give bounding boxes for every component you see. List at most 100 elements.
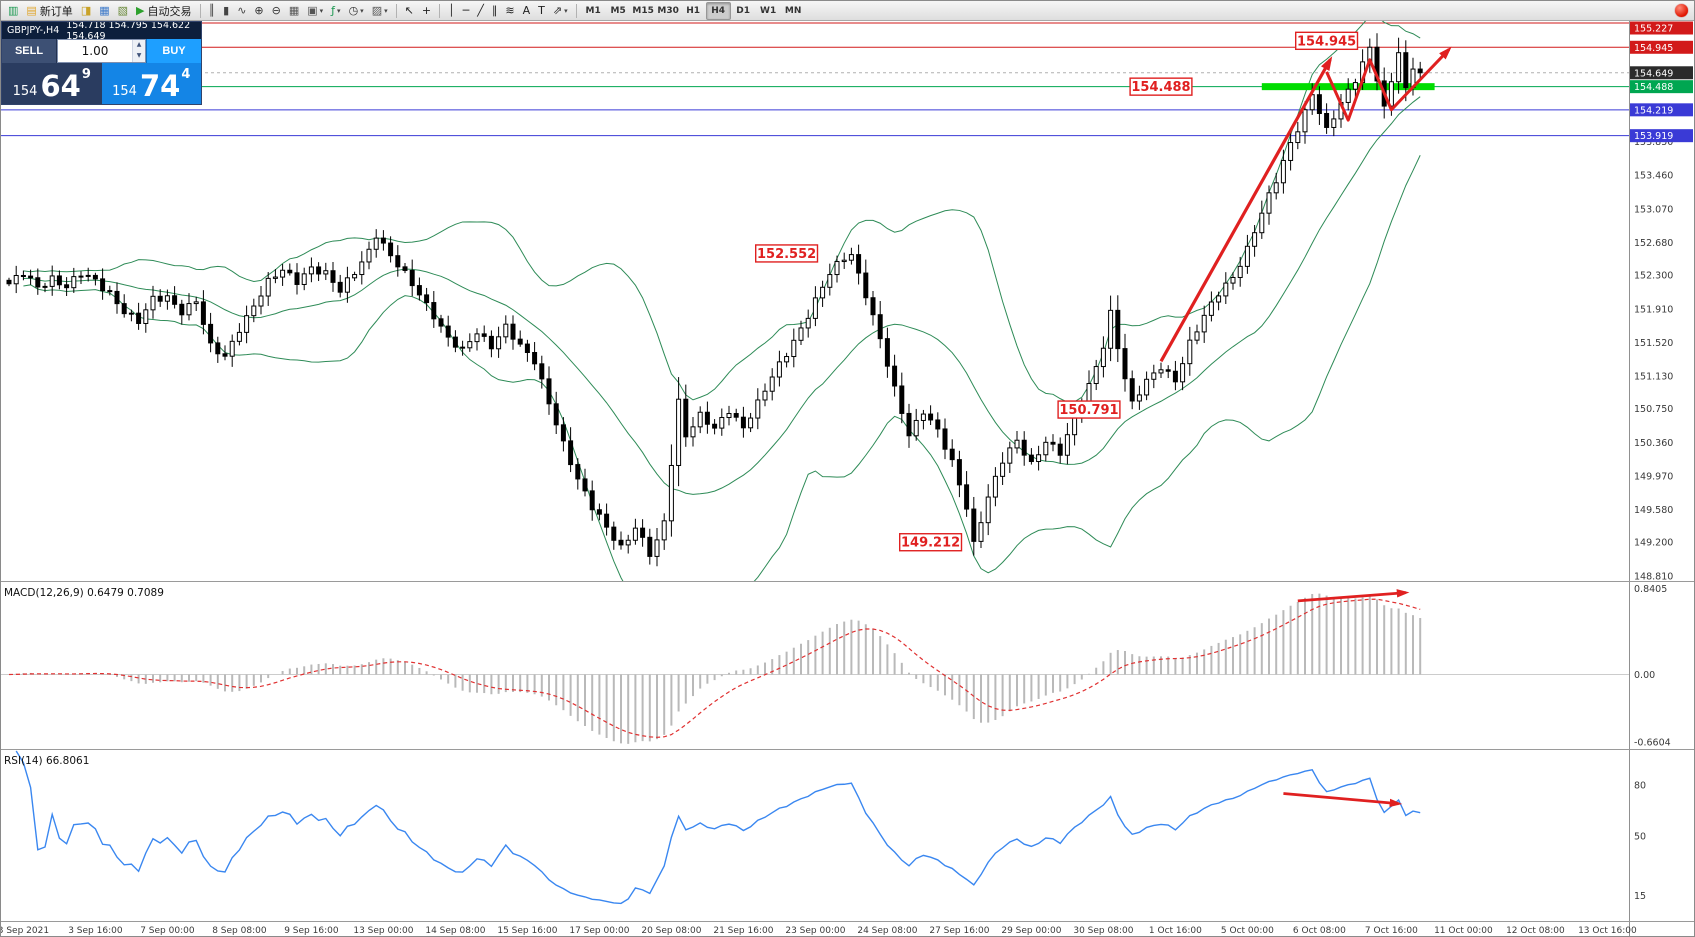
current-bid-price-box <box>1630 66 1693 80</box>
macd-trend-arrow[interactable] <box>1297 589 1410 603</box>
auto-arrange-button[interactable]: ▣ ▾ <box>303 1 327 20</box>
current-bid-price: 154.649 <box>1634 68 1673 79</box>
timeframe-toolbar: M1 M5 M15 M30 H1 H4 D1 W1 MN <box>581 1 806 20</box>
price-callout[interactable]: 149.212 <box>899 533 963 552</box>
time-axis-label: 17 Sep 00:00 <box>569 926 629 936</box>
periods-button[interactable]: ◷ ▾ <box>345 1 368 20</box>
auto-arrange-icon: ▣ <box>307 4 318 17</box>
price-tick-label: 153.460 <box>1634 171 1673 182</box>
toolbar: ▥ ▤ 新订单 ◨ ▦ ▧ ▶ 自动交易 ║ ▮ ∿ ⊕ ⊖ ▦ ▣ ▾ ƒ ▾ ◷ ▾ ▨ ▾ ↖ + │ ─ ╱ ∥ ≋ A T ⇗ ▾ M… <box>1 1 1694 21</box>
lot-decrease-button[interactable]: ▼ <box>133 51 145 62</box>
price-callout[interactable]: 150.791 <box>1057 400 1121 419</box>
rsi-line <box>15 750 1421 905</box>
rsi-scale-label: 80 <box>1634 781 1646 792</box>
zigzag-projection-arrow[interactable] <box>1325 46 1452 122</box>
channel-tool-button[interactable]: ∥ <box>488 1 502 20</box>
support-line-price-box <box>1630 80 1693 94</box>
indicators-button[interactable]: ƒ ▾ <box>327 1 344 20</box>
bar-chart-button[interactable]: ║ <box>205 1 220 20</box>
fibonacci-tool-button[interactable]: ≋ <box>501 1 518 20</box>
candlestick-chart-icon: ▮ <box>223 4 230 17</box>
rsi-trend-arrow[interactable] <box>1283 792 1403 808</box>
sell-price-point: 9 <box>81 67 91 82</box>
price-tick-label: 152.680 <box>1634 238 1673 249</box>
rsi-panel-plot[interactable] <box>1 751 1629 921</box>
line-chart-button[interactable]: ∿ <box>233 1 250 20</box>
support-line-price: 153.919 <box>1634 131 1673 142</box>
zoom-out-button[interactable]: ⊖ <box>268 1 285 20</box>
macd-label: MACD(12,26,9) 0.6479 0.7089 <box>4 587 164 599</box>
timeframe-h4-button[interactable]: H4 <box>705 1 731 20</box>
dropdown-caret-icon: ▾ <box>384 6 388 15</box>
bollinger-middle-band <box>23 96 1421 495</box>
time-axis-label: 11 Oct 00:00 <box>1434 926 1493 936</box>
lot-size-input[interactable] <box>58 40 132 62</box>
crosshair-tool-icon: + <box>421 4 432 17</box>
text-tool-button[interactable]: A <box>519 1 535 20</box>
templates-button[interactable]: ▨ ▾ <box>368 1 392 20</box>
zoom-out-icon: ⊖ <box>271 4 281 17</box>
price-scale[interactable] <box>1629 21 1695 937</box>
data-window-button[interactable]: ▧ <box>114 1 132 20</box>
price-callout[interactable]: 154.488 <box>1129 77 1193 96</box>
sell-price-pips: 64 <box>40 69 81 103</box>
toolbar-separator <box>439 3 441 18</box>
timeframe-m5-button[interactable]: M5 <box>610 5 626 16</box>
rsi-scale-label: 15 <box>1634 891 1646 902</box>
new-chart-button[interactable]: ▥ <box>4 1 22 20</box>
new-order-icon: ▤ <box>26 4 37 17</box>
lot-increase-button[interactable]: ▲ <box>133 40 145 51</box>
sell-button[interactable]: SELL <box>2 39 57 63</box>
uptrend-arrow[interactable] <box>1159 56 1333 363</box>
time-axis-label: 7 Sep 00:00 <box>140 926 195 936</box>
chart-profiles-button[interactable]: ◨ <box>77 1 95 20</box>
market-watch-button[interactable]: ▦ <box>95 1 113 20</box>
timeframe-m15-button[interactable]: M15 <box>632 5 654 16</box>
buy-button[interactable]: BUY <box>146 39 201 63</box>
candlestick-chart-button[interactable]: ▮ <box>219 1 233 20</box>
indicators-icon: ƒ <box>331 4 336 17</box>
price-tick-label: 151.130 <box>1634 371 1673 382</box>
horizontal-line-tool-button[interactable]: ─ <box>459 1 474 20</box>
autotrading-button[interactable]: ▶ 自动交易 <box>132 1 195 20</box>
new-order-button[interactable]: ▤ 新订单 <box>22 1 76 20</box>
time-axis-label: 12 Oct 08:00 <box>1506 926 1565 936</box>
buy-price-pips: 74 <box>139 69 181 103</box>
buy-price-display[interactable]: 154 74 4 <box>101 63 201 104</box>
arrows-tool-button[interactable]: ⇗ ▾ <box>549 1 572 20</box>
time-axis-label: 13 Oct 16:00 <box>1578 926 1637 936</box>
timeframe-m30-button[interactable]: M30 <box>657 5 679 16</box>
vertical-line-tool-button[interactable]: │ <box>444 1 459 20</box>
zoom-in-button[interactable]: ⊕ <box>250 1 267 20</box>
macd-scale-label: 0.00 <box>1634 670 1655 681</box>
notification-badge-icon[interactable] <box>1675 4 1688 17</box>
text-tool-icon: A <box>522 4 531 17</box>
cursor-tool-button[interactable]: ↖ <box>401 1 418 20</box>
crosshair-tool-button[interactable]: + <box>418 1 435 20</box>
resistance-line-price-box <box>1630 40 1693 54</box>
timeframe-mn-button[interactable]: MN <box>784 5 802 16</box>
price-tick-label: 151.520 <box>1634 338 1673 349</box>
timeframe-d1-button[interactable]: D1 <box>736 5 750 16</box>
new-chart-icon: ▥ <box>8 4 19 17</box>
time-axis-label: 24 Sep 08:00 <box>857 926 917 936</box>
label-tool-button[interactable]: T <box>534 1 549 20</box>
price-tick-label: 148.810 <box>1634 571 1673 582</box>
price-callout[interactable]: 152.552 <box>755 244 819 263</box>
price-tick-label: 151.910 <box>1634 304 1673 315</box>
price-callout[interactable]: 154.945 <box>1294 31 1359 51</box>
one-click-trading-panel: GBPJPY-,H4 154.718 154.795 154.622 154.6… <box>1 21 202 105</box>
sell-price-display[interactable]: 154 64 9 <box>2 63 102 104</box>
timeframe-w1-button[interactable]: W1 <box>760 5 777 16</box>
trendline-tool-button[interactable]: ╱ <box>473 1 488 20</box>
timeframe-m1-button[interactable]: M1 <box>585 5 601 16</box>
tile-windows-button[interactable]: ▦ <box>285 1 303 20</box>
macd-scale-label: 0.8405 <box>1634 584 1667 595</box>
order-entry-row: SELL ▲ ▼ BUY <box>2 39 201 63</box>
time-axis-label: 13 Sep 00:00 <box>353 926 413 936</box>
symbol-quote-header: GBPJPY-,H4 154.718 154.795 154.622 154.6… <box>2 22 201 39</box>
timeframe-h1-button[interactable]: H1 <box>686 5 701 16</box>
time-axis-label: 3 Sep 16:00 <box>68 926 123 936</box>
